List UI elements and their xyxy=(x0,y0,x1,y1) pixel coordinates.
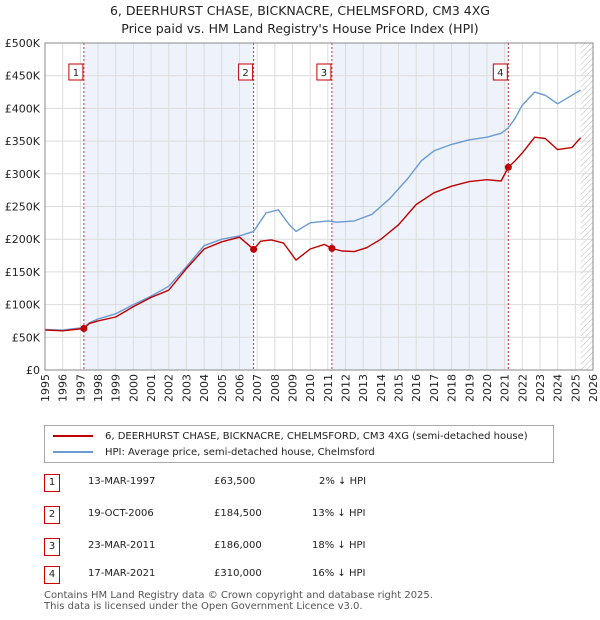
table-row: 4 17-MAR-2021 £310,000 16% ↓ HPI xyxy=(44,566,384,584)
x-tick-label: 2012 xyxy=(340,374,353,402)
footer-line1: Contains HM Land Registry data © Crown c… xyxy=(44,590,433,601)
transaction-date: 19-OCT-2006 xyxy=(88,508,154,519)
transaction-date: 13-MAR-1997 xyxy=(88,476,156,487)
transaction-number-badge: 4 xyxy=(44,566,60,584)
table-row: 1 13-MAR-1997 £63,500 2% ↓ HPI xyxy=(44,474,384,492)
plot-area-border xyxy=(44,42,594,371)
x-tick-label: 2017 xyxy=(428,374,441,402)
y-tick-label: £200K xyxy=(5,233,41,246)
x-tick-label: 2004 xyxy=(198,374,211,402)
property-price-line xyxy=(44,136,582,332)
transaction-price: £186,000 xyxy=(214,540,262,551)
x-tick-label: 1996 xyxy=(57,374,70,402)
x-tick-label: 2021 xyxy=(499,374,512,402)
x-tick-label: 2014 xyxy=(375,374,388,402)
legend-label-hpi: HPI: Average price, semi-detached house,… xyxy=(105,446,375,458)
y-tick-label: £500K xyxy=(5,37,41,50)
sale-point xyxy=(504,163,512,171)
x-tick-label: 2022 xyxy=(516,374,529,402)
y-tick-label: £250K xyxy=(5,201,41,214)
legend-swatch-property xyxy=(53,435,93,437)
transaction-hpi-delta: 13% ↓ HPI xyxy=(312,508,366,519)
y-tick-label: £100K xyxy=(5,299,41,312)
y-tick-label: £150K xyxy=(5,266,41,279)
sale-number-box xyxy=(238,63,254,81)
sale-point xyxy=(250,245,258,253)
transaction-number-badge: 3 xyxy=(44,538,60,556)
transaction-hpi-delta: 2% ↓ HPI xyxy=(319,476,367,487)
x-tick-label: 2001 xyxy=(145,374,158,402)
x-tick-label: 2018 xyxy=(446,374,459,402)
x-tick-label: 2008 xyxy=(269,374,282,402)
chart-title-line1: 6, DEERHURST CHASE, BICKNACRE, CHELMSFOR… xyxy=(109,3,490,18)
transaction-price: £184,500 xyxy=(214,508,262,519)
footer-line2: This data is licensed under the Open Gov… xyxy=(44,601,363,612)
x-tick-label: 2013 xyxy=(357,374,370,402)
sale-number-label: 2 xyxy=(242,68,248,79)
y-tick-label: £300K xyxy=(5,168,41,181)
x-tick-label: 2020 xyxy=(481,374,494,402)
y-tick-label: £400K xyxy=(5,102,41,115)
x-tick-label: 2026 xyxy=(587,374,600,402)
footer-attribution: Contains HM Land Registry data © Crown c… xyxy=(44,590,433,612)
x-tick-label: 2025 xyxy=(569,374,582,402)
x-tick-label: 2019 xyxy=(463,374,476,402)
transaction-date: 23-MAR-2011 xyxy=(88,540,156,551)
x-tick-label: 1999 xyxy=(110,374,123,402)
legend-swatch-hpi xyxy=(53,451,93,453)
x-tick-label: 2005 xyxy=(216,374,229,402)
transaction-hpi-delta: 16% ↓ HPI xyxy=(312,568,366,579)
sale-number-label: 3 xyxy=(321,68,327,79)
transaction-date: 17-MAR-2021 xyxy=(88,568,156,579)
hpi-line xyxy=(44,89,581,331)
x-tick-label: 1998 xyxy=(92,374,105,402)
legend-label-property: 6, DEERHURST CHASE, BICKNACRE, CHELMSFOR… xyxy=(105,430,528,442)
x-tick-label: 2000 xyxy=(127,374,140,402)
x-tick-label: 1997 xyxy=(74,374,87,402)
x-tick-label: 2015 xyxy=(393,374,406,402)
y-tick-label: £450K xyxy=(5,70,41,83)
sale-point xyxy=(80,324,88,332)
sale-number-label: 4 xyxy=(497,68,503,79)
legend-item-property: 6, DEERHURST CHASE, BICKNACRE, CHELMSFOR… xyxy=(53,428,528,444)
transaction-price: £63,500 xyxy=(214,476,256,487)
x-tick-label: 2011 xyxy=(322,374,335,402)
y-tick-label: £350K xyxy=(5,135,41,148)
y-tick-label: £0 xyxy=(26,364,40,377)
transaction-hpi-delta: 18% ↓ HPI xyxy=(312,540,366,551)
x-tick-label: 2007 xyxy=(251,374,264,402)
x-tick-label: 1995 xyxy=(39,374,52,402)
sale-number-box xyxy=(68,63,84,81)
x-tick-label: 2009 xyxy=(286,374,299,402)
chart-title: 6, DEERHURST CHASE, BICKNACRE, CHELMSFOR… xyxy=(0,2,600,38)
sale-number-box xyxy=(316,63,332,81)
table-row: 3 23-MAR-2011 £186,000 18% ↓ HPI xyxy=(44,538,384,556)
chart-title-line2: Price paid vs. HM Land Registry's House … xyxy=(121,21,479,36)
x-tick-label: 2024 xyxy=(552,374,565,402)
transaction-number-badge: 1 xyxy=(44,474,60,492)
x-tick-label: 2023 xyxy=(534,374,547,402)
table-row: 2 19-OCT-2006 £184,500 13% ↓ HPI xyxy=(44,506,384,524)
sale-point xyxy=(328,244,336,252)
sale-number-label: 1 xyxy=(73,68,79,79)
x-tick-label: 2016 xyxy=(410,374,423,402)
transaction-price: £310,000 xyxy=(214,568,262,579)
x-tick-label: 2010 xyxy=(304,374,317,402)
price-chart: 1 2 3 4 £0 £50K £100K £150K £200K £250K £300K £350… xyxy=(5,37,600,402)
legend-item-hpi: HPI: Average price, semi-detached house,… xyxy=(53,444,375,460)
legend: 6, DEERHURST CHASE, BICKNACRE, CHELMSFOR… xyxy=(44,425,554,463)
transaction-number-badge: 2 xyxy=(44,506,60,524)
x-tick-label: 2006 xyxy=(233,374,246,402)
x-tick-label: 2003 xyxy=(180,374,193,402)
x-tick-label: 2002 xyxy=(163,374,176,402)
sale-number-box xyxy=(492,63,508,81)
y-tick-label: £50K xyxy=(12,331,41,344)
